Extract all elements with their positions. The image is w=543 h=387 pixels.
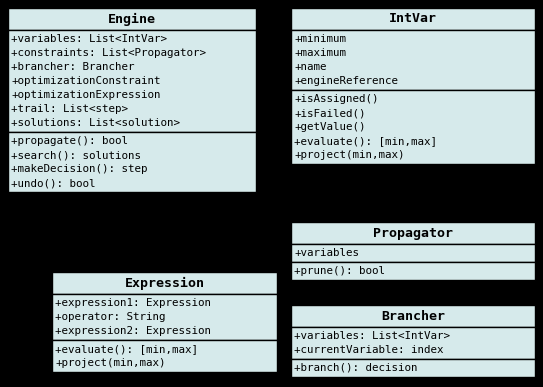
Bar bbox=[8, 30, 256, 132]
Text: +evaluate(): [min,max]: +evaluate(): [min,max] bbox=[55, 344, 198, 354]
Text: +makeDecision(): step: +makeDecision(): step bbox=[11, 164, 148, 174]
Bar bbox=[291, 244, 535, 262]
Text: +trail: List<step>: +trail: List<step> bbox=[11, 104, 128, 114]
Text: +name: +name bbox=[294, 62, 326, 72]
Text: +branch(): decision: +branch(): decision bbox=[294, 363, 418, 373]
Bar bbox=[291, 222, 535, 244]
Text: +expression2: Expression: +expression2: Expression bbox=[55, 326, 211, 336]
Text: +constraints: List<Propagator>: +constraints: List<Propagator> bbox=[11, 48, 206, 58]
Text: +operator: String: +operator: String bbox=[55, 312, 166, 322]
Text: +undo(): bool: +undo(): bool bbox=[11, 178, 96, 188]
Text: +isFailed(): +isFailed() bbox=[294, 108, 365, 118]
Bar bbox=[8, 132, 256, 192]
Text: +variables: +variables bbox=[294, 248, 359, 258]
Text: +project(min,max): +project(min,max) bbox=[294, 150, 405, 160]
Bar bbox=[291, 262, 535, 280]
Bar bbox=[52, 272, 277, 294]
Text: +currentVariable: index: +currentVariable: index bbox=[294, 345, 444, 355]
Text: +optimizationConstraint: +optimizationConstraint bbox=[11, 76, 161, 86]
Text: IntVar: IntVar bbox=[389, 12, 437, 26]
Bar bbox=[291, 327, 535, 359]
Text: +search(): solutions: +search(): solutions bbox=[11, 150, 141, 160]
Text: +prune(): bool: +prune(): bool bbox=[294, 266, 385, 276]
Bar bbox=[291, 90, 535, 164]
Text: +variables: List<IntVar>: +variables: List<IntVar> bbox=[11, 34, 167, 44]
Bar bbox=[291, 8, 535, 30]
Text: +brancher: Brancher: +brancher: Brancher bbox=[11, 62, 135, 72]
Bar bbox=[291, 359, 535, 377]
Text: Expression: Expression bbox=[124, 276, 205, 289]
Bar bbox=[291, 305, 535, 327]
Text: +expression1: Expression: +expression1: Expression bbox=[55, 298, 211, 308]
Text: +maximum: +maximum bbox=[294, 48, 346, 58]
Text: +getValue(): +getValue() bbox=[294, 122, 365, 132]
Bar bbox=[52, 340, 277, 372]
Text: +project(min,max): +project(min,max) bbox=[55, 358, 166, 368]
Text: +engineReference: +engineReference bbox=[294, 76, 398, 86]
Text: +minimum: +minimum bbox=[294, 34, 346, 44]
Bar bbox=[52, 294, 277, 340]
Text: Engine: Engine bbox=[108, 12, 156, 26]
Text: Propagator: Propagator bbox=[373, 226, 453, 240]
Text: +optimizationExpression: +optimizationExpression bbox=[11, 90, 161, 100]
Text: +propagate(): bool: +propagate(): bool bbox=[11, 136, 128, 146]
Bar bbox=[8, 8, 256, 30]
Bar bbox=[291, 30, 535, 90]
Text: +evaluate(): [min,max]: +evaluate(): [min,max] bbox=[294, 136, 437, 146]
Text: +solutions: List<solution>: +solutions: List<solution> bbox=[11, 118, 180, 128]
Text: +variables: List<IntVar>: +variables: List<IntVar> bbox=[294, 331, 450, 341]
Text: Brancher: Brancher bbox=[381, 310, 445, 322]
Text: +isAssigned(): +isAssigned() bbox=[294, 94, 378, 104]
